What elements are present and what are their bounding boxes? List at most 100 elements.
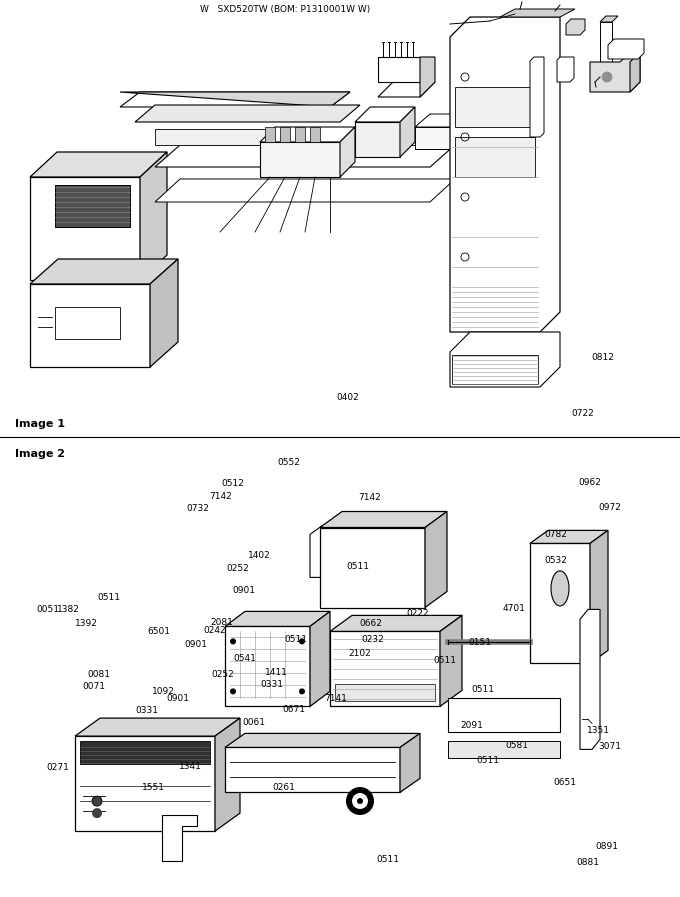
Text: 1411: 1411: [265, 668, 288, 677]
Text: 0071: 0071: [82, 682, 105, 691]
Text: W   SXD520TW (BOM: P1310001W W): W SXD520TW (BOM: P1310001W W): [200, 5, 370, 14]
Polygon shape: [600, 16, 618, 22]
Ellipse shape: [551, 570, 569, 605]
Polygon shape: [260, 127, 355, 142]
Circle shape: [230, 688, 236, 694]
Polygon shape: [448, 698, 560, 732]
Polygon shape: [225, 612, 330, 626]
Text: 0662: 0662: [359, 619, 382, 628]
Text: 0261: 0261: [273, 783, 296, 792]
Polygon shape: [600, 22, 612, 77]
Polygon shape: [225, 747, 400, 792]
Polygon shape: [580, 609, 600, 749]
Polygon shape: [155, 145, 455, 167]
Text: 1382: 1382: [56, 605, 80, 614]
Polygon shape: [630, 52, 640, 92]
Polygon shape: [440, 615, 462, 707]
Text: 0331: 0331: [260, 680, 284, 689]
Text: 0242: 0242: [203, 626, 226, 635]
Text: 1392: 1392: [75, 619, 98, 628]
Text: 0881: 0881: [577, 858, 600, 867]
Text: 0812: 0812: [591, 353, 614, 361]
Text: 0511: 0511: [284, 635, 307, 644]
Circle shape: [352, 793, 368, 809]
Text: 0511: 0511: [471, 685, 494, 694]
Polygon shape: [310, 526, 352, 578]
Text: 1551: 1551: [141, 783, 165, 792]
Text: 0901: 0901: [232, 586, 255, 595]
Circle shape: [299, 688, 305, 694]
Polygon shape: [340, 127, 355, 177]
Polygon shape: [55, 307, 120, 339]
Polygon shape: [530, 57, 544, 137]
Polygon shape: [378, 82, 435, 97]
Polygon shape: [320, 511, 447, 527]
Circle shape: [92, 797, 102, 806]
Polygon shape: [155, 179, 455, 202]
Polygon shape: [30, 152, 167, 177]
Circle shape: [299, 639, 305, 644]
Polygon shape: [557, 57, 574, 82]
Polygon shape: [80, 741, 210, 764]
Polygon shape: [420, 57, 435, 97]
Polygon shape: [55, 185, 130, 227]
Text: 0271: 0271: [46, 763, 69, 772]
Polygon shape: [608, 39, 644, 59]
Polygon shape: [400, 107, 415, 157]
Text: 0222: 0222: [406, 609, 429, 618]
Polygon shape: [378, 57, 420, 82]
Polygon shape: [150, 259, 178, 367]
Text: 0552: 0552: [277, 458, 300, 467]
Text: 0331: 0331: [135, 706, 158, 715]
Text: 0402: 0402: [337, 393, 360, 402]
Text: 0782: 0782: [545, 530, 568, 539]
Circle shape: [357, 798, 363, 804]
Text: 0081: 0081: [87, 670, 110, 679]
Text: 0532: 0532: [544, 556, 567, 565]
Text: 7142: 7142: [358, 493, 381, 502]
Text: 0962: 0962: [579, 478, 602, 487]
Text: 0511: 0511: [97, 593, 120, 602]
Polygon shape: [225, 734, 420, 747]
Polygon shape: [120, 92, 350, 107]
Text: 0901: 0901: [167, 694, 190, 703]
Polygon shape: [448, 741, 560, 758]
Text: 0511: 0511: [346, 562, 369, 571]
Circle shape: [230, 639, 236, 644]
Text: 7141: 7141: [324, 694, 347, 703]
Polygon shape: [295, 127, 305, 142]
Text: 0151: 0151: [469, 638, 492, 647]
Polygon shape: [400, 734, 420, 792]
Text: 0651: 0651: [553, 778, 576, 787]
Text: 0972: 0972: [598, 503, 622, 512]
Polygon shape: [30, 177, 140, 280]
Text: 0252: 0252: [226, 564, 250, 573]
Text: 0891: 0891: [596, 842, 619, 851]
Polygon shape: [225, 626, 310, 707]
Polygon shape: [265, 127, 275, 142]
Polygon shape: [30, 284, 150, 367]
Polygon shape: [590, 52, 640, 92]
Polygon shape: [75, 736, 215, 832]
Polygon shape: [30, 259, 178, 284]
Text: 0511: 0511: [376, 855, 399, 864]
Text: 0512: 0512: [221, 479, 244, 488]
Polygon shape: [135, 105, 360, 122]
Polygon shape: [310, 612, 330, 707]
Polygon shape: [280, 127, 290, 142]
Polygon shape: [450, 332, 560, 387]
Polygon shape: [140, 152, 167, 280]
Text: Image 1: Image 1: [15, 419, 65, 429]
Polygon shape: [75, 718, 240, 736]
Text: 1351: 1351: [587, 726, 610, 735]
Polygon shape: [335, 684, 435, 701]
Polygon shape: [415, 127, 460, 149]
Polygon shape: [450, 17, 560, 332]
Text: 2091: 2091: [460, 721, 483, 730]
Polygon shape: [355, 122, 400, 157]
Text: 0252: 0252: [211, 670, 235, 679]
Text: 6501: 6501: [148, 627, 171, 636]
Circle shape: [602, 72, 612, 82]
Text: 1341: 1341: [179, 762, 202, 771]
Polygon shape: [155, 129, 430, 145]
